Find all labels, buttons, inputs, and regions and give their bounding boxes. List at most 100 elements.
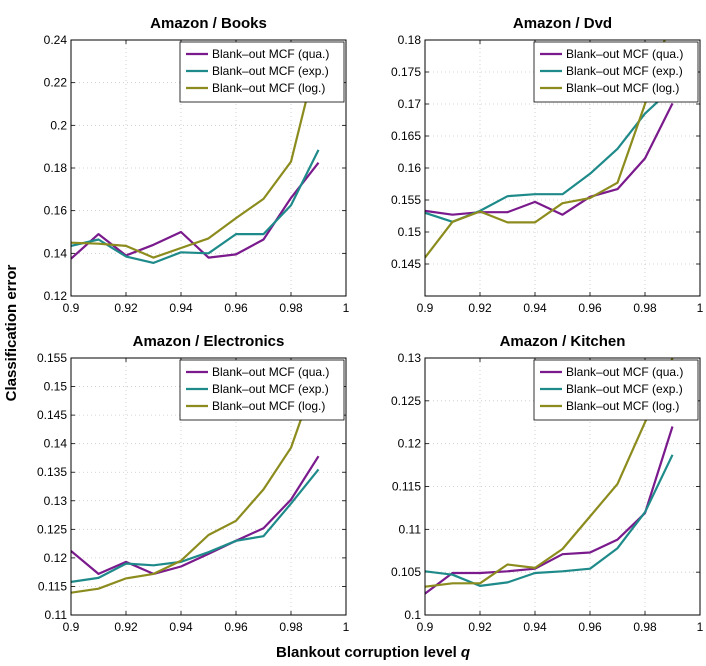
x-tick-label: 1 bbox=[343, 301, 350, 315]
x-tick-label: 0.9 bbox=[63, 620, 80, 634]
series-line-log bbox=[425, 40, 666, 259]
y-tick-label: 0.125 bbox=[37, 522, 67, 536]
y-tick-label: 0.12 bbox=[44, 289, 68, 303]
legend: Blank–out MCF (qua.) Blank–out MCF (exp.)… bbox=[533, 359, 699, 421]
legend-label: Blank–out MCF (log.) bbox=[212, 399, 325, 413]
chart-title: Amazon / Dvd bbox=[513, 15, 612, 32]
y-tick-label: 0.145 bbox=[37, 408, 67, 422]
y-tick-label: 0.24 bbox=[44, 33, 68, 47]
y-tick-label: 0.175 bbox=[391, 65, 421, 79]
x-tick-label: 0.92 bbox=[468, 301, 492, 315]
series-line-exp bbox=[71, 468, 320, 583]
y-tick-label: 0.18 bbox=[44, 161, 68, 175]
y-tick-label: 0.13 bbox=[398, 351, 422, 365]
legend-label: Blank–out MCF (qua.) bbox=[212, 47, 329, 61]
chart-title: Amazon / Kitchen bbox=[500, 333, 626, 350]
y-tick-label: 0.16 bbox=[398, 161, 422, 175]
legend-label: Blank–out MCF (qua.) bbox=[212, 365, 329, 379]
chart-panel: Amazon / Dvd 0.9 0.92 0.94 0.96 0.98 1 0.145 0.1… bbox=[391, 15, 704, 315]
series-line-qua bbox=[425, 426, 674, 595]
x-tick-label: 0.92 bbox=[468, 620, 492, 634]
x-tick-label: 0.94 bbox=[523, 620, 547, 634]
y-tick-label: 0.2 bbox=[50, 118, 67, 132]
legend-label: Blank–out MCF (exp.) bbox=[566, 382, 683, 396]
y-tick-label: 0.165 bbox=[391, 129, 421, 143]
y-tick-label: 0.105 bbox=[391, 565, 421, 579]
y-tick-label: 0.13 bbox=[44, 494, 68, 508]
y-tick-label: 0.15 bbox=[398, 225, 422, 239]
legend-label: Blank–out MCF (log.) bbox=[212, 81, 325, 95]
x-axis-label-var: q bbox=[461, 644, 470, 661]
y-tick-label: 0.145 bbox=[391, 257, 421, 271]
x-tick-label: 0.94 bbox=[169, 301, 193, 315]
y-axis-label: Classification error bbox=[3, 264, 20, 401]
x-tick-label: 0.92 bbox=[114, 620, 138, 634]
legend-label: Blank–out MCF (log.) bbox=[566, 399, 679, 413]
legend-label: Blank–out MCF (exp.) bbox=[212, 64, 329, 78]
y-tick-label: 0.18 bbox=[398, 33, 422, 47]
series-line-exp bbox=[71, 149, 320, 264]
y-tick-label: 0.14 bbox=[44, 246, 68, 260]
x-tick-label: 0.9 bbox=[63, 301, 80, 315]
y-tick-label: 0.16 bbox=[44, 204, 68, 218]
plot-frame bbox=[70, 357, 347, 616]
legend: Blank–out MCF (qua.) Blank–out MCF (exp.)… bbox=[179, 359, 345, 421]
x-tick-label: 0.98 bbox=[633, 620, 657, 634]
y-tick-label: 0.115 bbox=[38, 579, 67, 593]
series-line-log bbox=[71, 50, 320, 259]
x-tick-label: 0.98 bbox=[633, 301, 657, 315]
y-tick-label: 0.14 bbox=[44, 437, 68, 451]
legend-label: Blank–out MCF (qua.) bbox=[566, 365, 683, 379]
y-tick-label: 0.17 bbox=[398, 97, 422, 111]
x-axis-label: Blankout corruption level q bbox=[276, 644, 470, 661]
y-tick-label: 0.11 bbox=[45, 608, 68, 622]
y-tick-label: 0.155 bbox=[391, 193, 421, 207]
x-tick-label: 0.9 bbox=[417, 620, 434, 634]
legend-label: Blank–out MCF (exp.) bbox=[212, 382, 329, 396]
series-line-log bbox=[71, 369, 320, 594]
y-tick-label: 0.15 bbox=[44, 380, 68, 394]
x-tick-label: 0.9 bbox=[417, 301, 434, 315]
y-tick-label: 0.1 bbox=[404, 608, 421, 622]
x-tick-label: 0.94 bbox=[523, 301, 547, 315]
x-tick-label: 0.98 bbox=[279, 620, 303, 634]
series-line-qua bbox=[71, 455, 320, 576]
legend: Blank–out MCF (qua.) Blank–out MCF (exp.)… bbox=[533, 41, 699, 103]
x-tick-label: 0.96 bbox=[224, 301, 248, 315]
legend-label: Blank–out MCF (exp.) bbox=[566, 64, 683, 78]
x-tick-label: 0.98 bbox=[279, 301, 303, 315]
y-tick-label: 0.155 bbox=[37, 351, 67, 365]
plot-frame bbox=[424, 39, 701, 297]
x-tick-label: 0.96 bbox=[578, 301, 602, 315]
x-tick-label: 1 bbox=[697, 620, 704, 634]
y-tick-label: 0.12 bbox=[44, 551, 68, 565]
legend: Blank–out MCF (qua.) Blank–out MCF (exp.)… bbox=[179, 41, 345, 103]
x-tick-label: 0.96 bbox=[578, 620, 602, 634]
y-tick-label: 0.135 bbox=[37, 465, 67, 479]
x-tick-label: 0.96 bbox=[224, 620, 248, 634]
y-tick-label: 0.115 bbox=[392, 480, 421, 494]
plot-frame bbox=[70, 39, 347, 297]
y-tick-label: 0.11 bbox=[399, 522, 422, 536]
x-axis-label-text: Blankout corruption level bbox=[276, 644, 457, 661]
chart-title: Amazon / Electronics bbox=[133, 333, 285, 350]
x-tick-label: 0.92 bbox=[114, 301, 138, 315]
legend-label: Blank–out MCF (log.) bbox=[566, 81, 679, 95]
plot-frame bbox=[424, 357, 701, 616]
y-tick-label: 0.22 bbox=[44, 76, 68, 90]
y-tick-label: 0.12 bbox=[398, 437, 422, 451]
series-line-exp bbox=[425, 454, 674, 588]
series-line-qua bbox=[425, 102, 674, 216]
chart-panel: Amazon / Electronics 0.9 0.92 0.94 0.96 0.98 1… bbox=[37, 333, 350, 634]
x-tick-label: 1 bbox=[697, 301, 704, 315]
y-tick-label: 0.125 bbox=[391, 394, 421, 408]
chart-panel: Amazon / Books 0.9 0.92 0.94 0.96 0.98 1 0.12 0.… bbox=[44, 15, 350, 315]
x-tick-label: 1 bbox=[343, 620, 350, 634]
x-tick-label: 0.94 bbox=[169, 620, 193, 634]
series-line-exp bbox=[425, 87, 674, 223]
chart-title: Amazon / Books bbox=[150, 15, 267, 32]
series-line-log bbox=[425, 358, 674, 588]
